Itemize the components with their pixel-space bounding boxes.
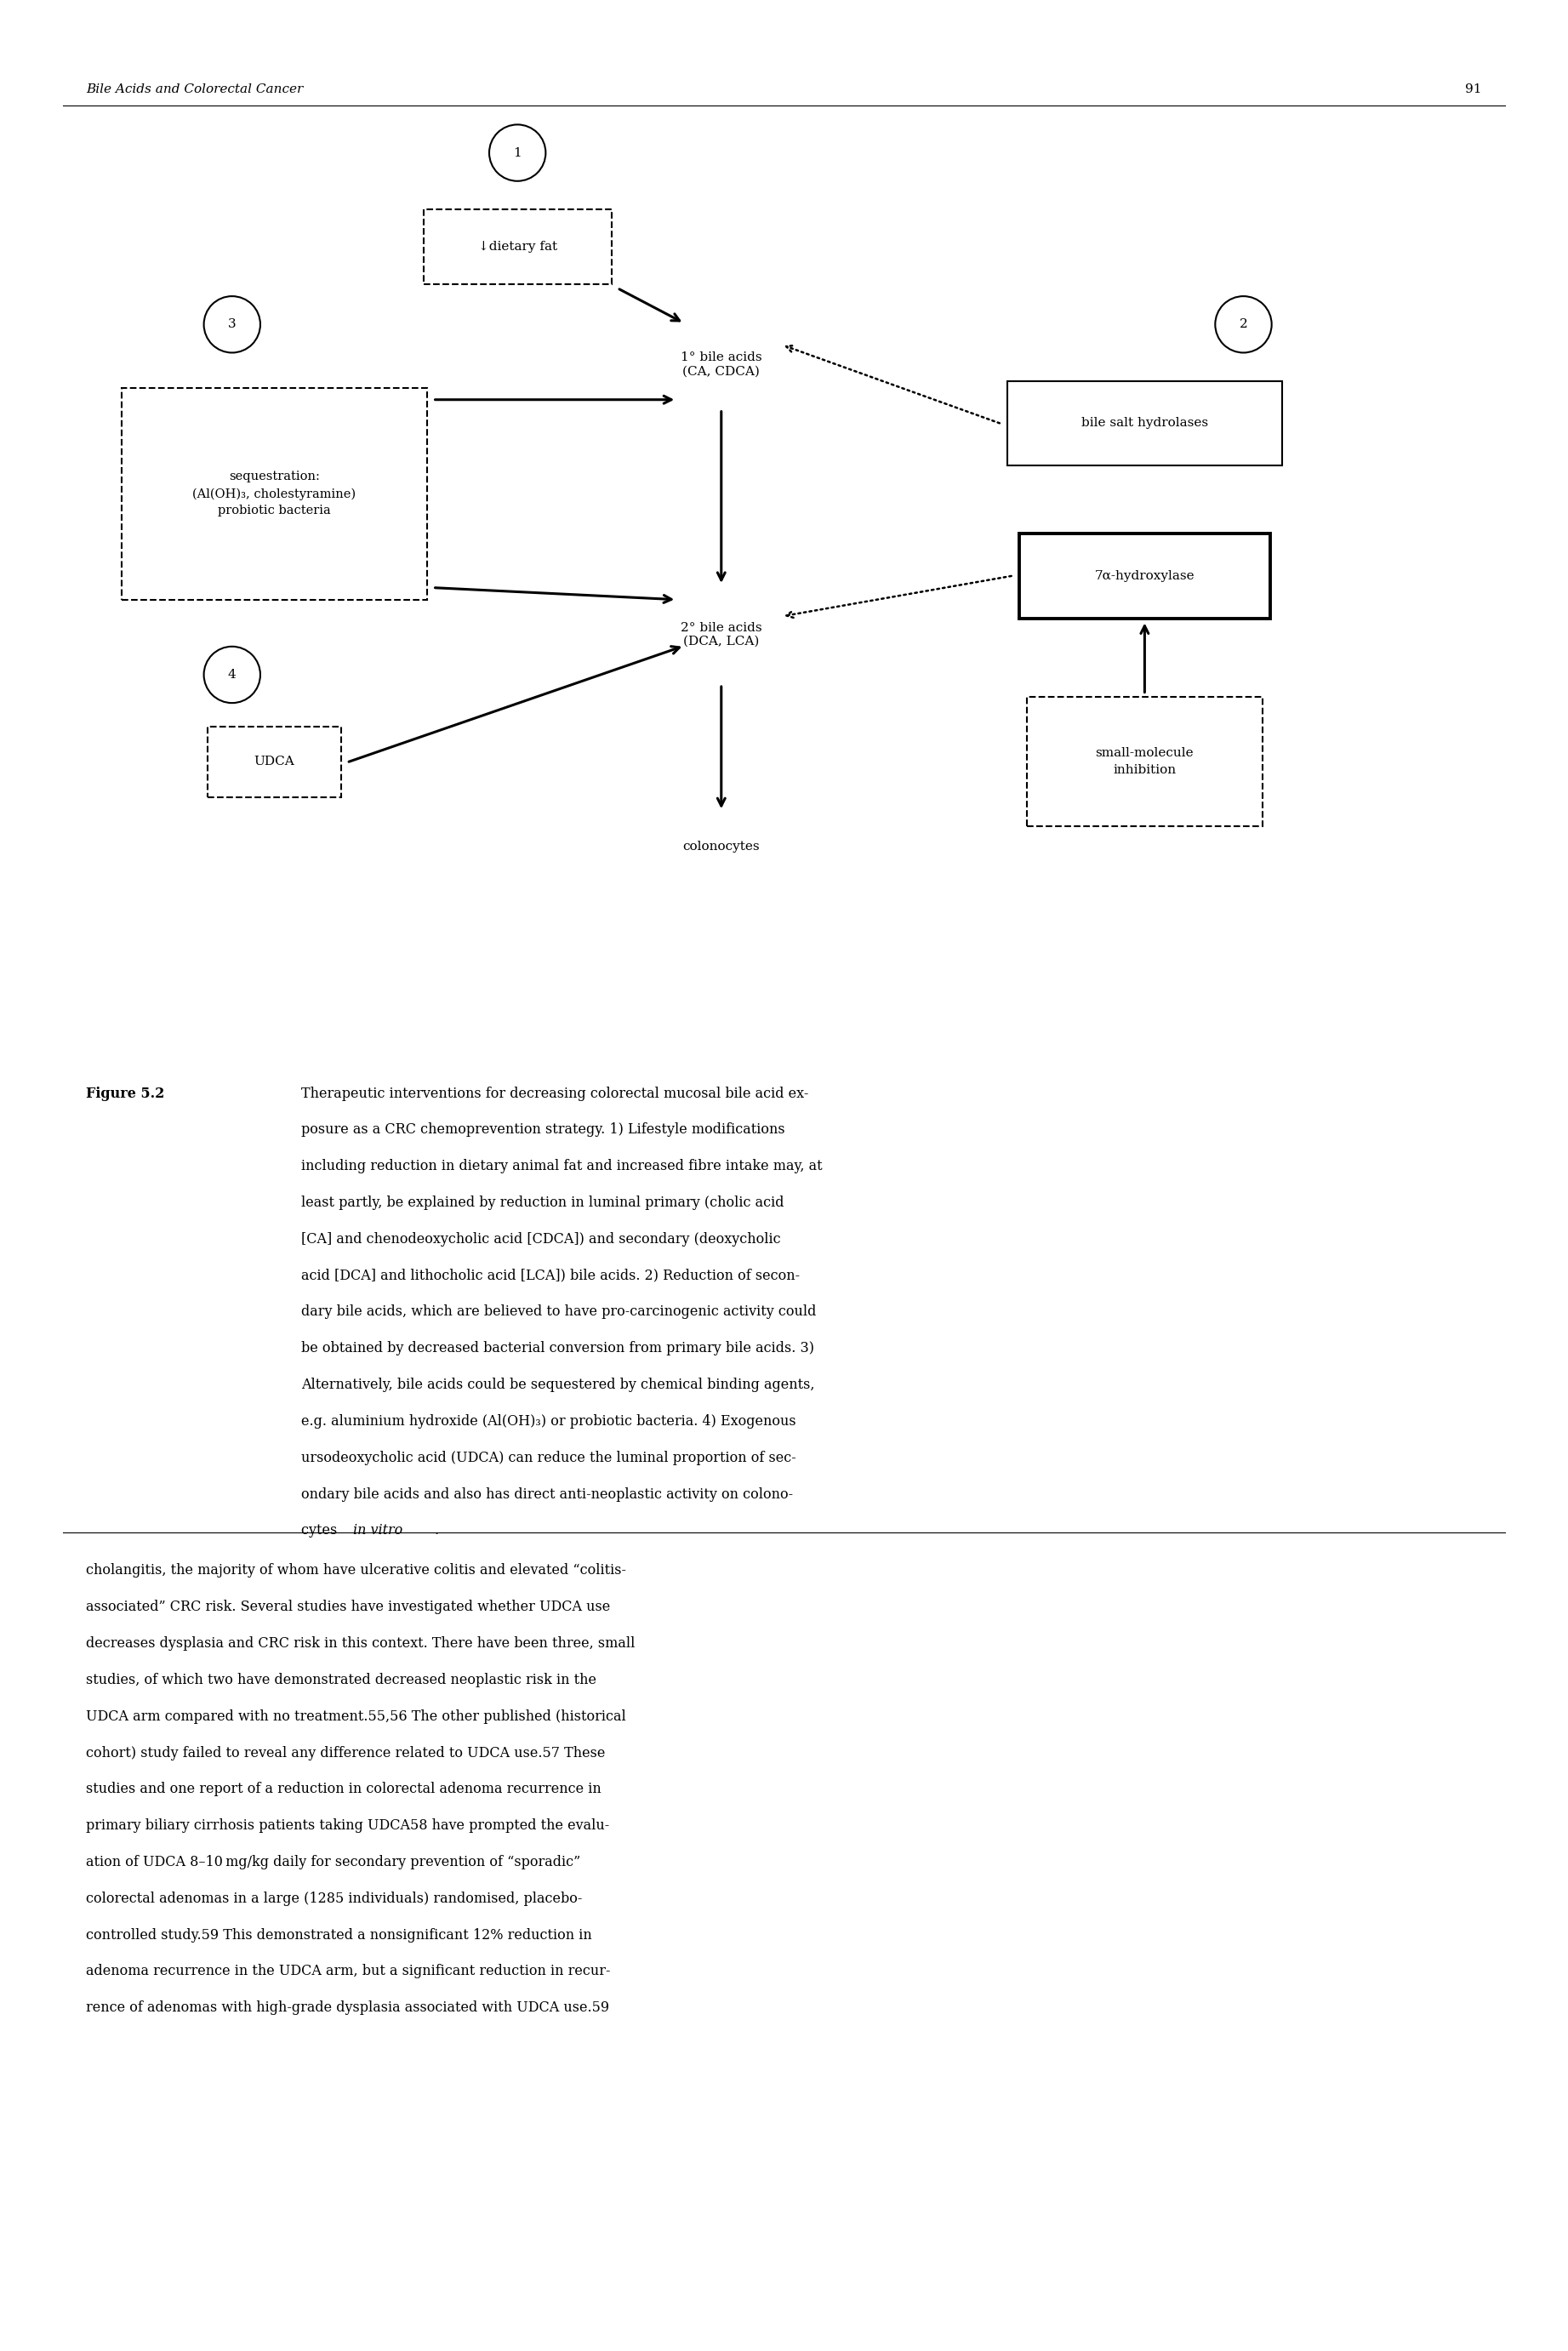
Text: 91: 91 xyxy=(1465,82,1482,96)
Text: .: . xyxy=(434,1523,439,1538)
Text: UDCA: UDCA xyxy=(254,755,295,769)
Text: [CA] and chenodeoxycholic acid [CDCA]) and secondary (deoxycholic: [CA] and chenodeoxycholic acid [CDCA]) a… xyxy=(301,1232,781,1246)
Text: UDCA arm compared with no treatment.55,56 The other published (historical: UDCA arm compared with no treatment.55,5… xyxy=(86,1709,626,1723)
Text: colonocytes: colonocytes xyxy=(682,839,760,853)
Text: adenoma recurrence in the UDCA arm, but a significant reduction in recur-: adenoma recurrence in the UDCA arm, but … xyxy=(86,1963,612,1980)
Text: e.g. aluminium hydroxide (Al(OH)₃) or probiotic bacteria. 4) Exogenous: e.g. aluminium hydroxide (Al(OH)₃) or pr… xyxy=(301,1413,797,1429)
Text: acid [DCA] and lithocholic acid [LCA]) bile acids. 2) Reduction of secon-: acid [DCA] and lithocholic acid [LCA]) b… xyxy=(301,1270,800,1284)
Bar xyxy=(121,388,426,600)
Text: cholangitis, the majority of whom have ulcerative colitis and elevated “colitis-: cholangitis, the majority of whom have u… xyxy=(86,1563,627,1578)
Text: sequestration:
(Al(OH)₃, cholestyramine)
probiotic bacteria: sequestration: (Al(OH)₃, cholestyramine)… xyxy=(193,470,356,517)
Bar xyxy=(1027,696,1262,825)
Text: associated” CRC risk. Several studies have investigated whether UDCA use: associated” CRC risk. Several studies ha… xyxy=(86,1599,610,1615)
Text: ursodeoxycholic acid (UDCA) can reduce the luminal proportion of sec-: ursodeoxycholic acid (UDCA) can reduce t… xyxy=(301,1451,797,1465)
Text: primary biliary cirrhosis patients taking UDCA58 have prompted the evalu-: primary biliary cirrhosis patients takin… xyxy=(86,1820,610,1834)
Text: 2: 2 xyxy=(1239,317,1248,331)
Text: dary bile acids, which are believed to have pro-carcinogenic activity could: dary bile acids, which are believed to h… xyxy=(301,1305,815,1319)
Text: Bile Acids and Colorectal Cancer: Bile Acids and Colorectal Cancer xyxy=(86,82,303,96)
Text: 4: 4 xyxy=(227,668,237,682)
Text: 7α-hydroxylase: 7α-hydroxylase xyxy=(1094,569,1195,583)
Text: 3: 3 xyxy=(227,317,237,331)
Text: least partly, be explained by reduction in luminal primary (cholic acid: least partly, be explained by reduction … xyxy=(301,1194,784,1211)
Bar xyxy=(207,726,340,797)
Text: in vitro: in vitro xyxy=(353,1523,403,1538)
Text: ↓dietary fat: ↓dietary fat xyxy=(478,240,557,254)
Bar xyxy=(1019,534,1270,618)
Text: Figure 5.2: Figure 5.2 xyxy=(86,1086,165,1100)
Text: decreases dysplasia and CRC risk in this context. There have been three, small: decreases dysplasia and CRC risk in this… xyxy=(86,1636,635,1650)
Text: cytes: cytes xyxy=(301,1523,342,1538)
Text: be obtained by decreased bacterial conversion from primary bile acids. 3): be obtained by decreased bacterial conve… xyxy=(301,1340,814,1357)
Bar xyxy=(1007,381,1281,465)
Text: small-molecule
inhibition: small-molecule inhibition xyxy=(1096,748,1193,776)
Text: ation of UDCA 8–10 mg/kg daily for secondary prevention of “sporadic”: ation of UDCA 8–10 mg/kg daily for secon… xyxy=(86,1855,580,1869)
Text: studies, of which two have demonstrated decreased neoplastic risk in the: studies, of which two have demonstrated … xyxy=(86,1674,597,1688)
Text: including reduction in dietary animal fat and increased fibre intake may, at: including reduction in dietary animal fa… xyxy=(301,1159,822,1173)
Text: 2° bile acids
(DCA, LCA): 2° bile acids (DCA, LCA) xyxy=(681,623,762,647)
Text: Therapeutic interventions for decreasing colorectal mucosal bile acid ex-: Therapeutic interventions for decreasing… xyxy=(301,1086,809,1100)
Bar xyxy=(423,209,612,284)
Text: ondary bile acids and also has direct anti-neoplastic activity on colono-: ondary bile acids and also has direct an… xyxy=(301,1486,793,1502)
Text: bile salt hydrolases: bile salt hydrolases xyxy=(1082,416,1207,430)
Text: 1: 1 xyxy=(513,146,522,160)
Text: cohort) study failed to reveal any difference related to UDCA use.57 These: cohort) study failed to reveal any diffe… xyxy=(86,1744,605,1761)
Text: Alternatively, bile acids could be sequestered by chemical binding agents,: Alternatively, bile acids could be seque… xyxy=(301,1378,814,1392)
Text: rence of adenomas with high-grade dysplasia associated with UDCA use.59: rence of adenomas with high-grade dyspla… xyxy=(86,2001,610,2015)
Text: 1° bile acids
(CA, CDCA): 1° bile acids (CA, CDCA) xyxy=(681,353,762,376)
Text: studies and one report of a reduction in colorectal adenoma recurrence in: studies and one report of a reduction in… xyxy=(86,1782,602,1796)
Text: controlled study.59 This demonstrated a nonsignificant 12% reduction in: controlled study.59 This demonstrated a … xyxy=(86,1928,593,1942)
Text: colorectal adenomas in a large (1285 individuals) randomised, placebo-: colorectal adenomas in a large (1285 ind… xyxy=(86,1890,583,1907)
Text: posure as a CRC chemoprevention strategy. 1) Lifestyle modifications: posure as a CRC chemoprevention strategy… xyxy=(301,1121,786,1138)
